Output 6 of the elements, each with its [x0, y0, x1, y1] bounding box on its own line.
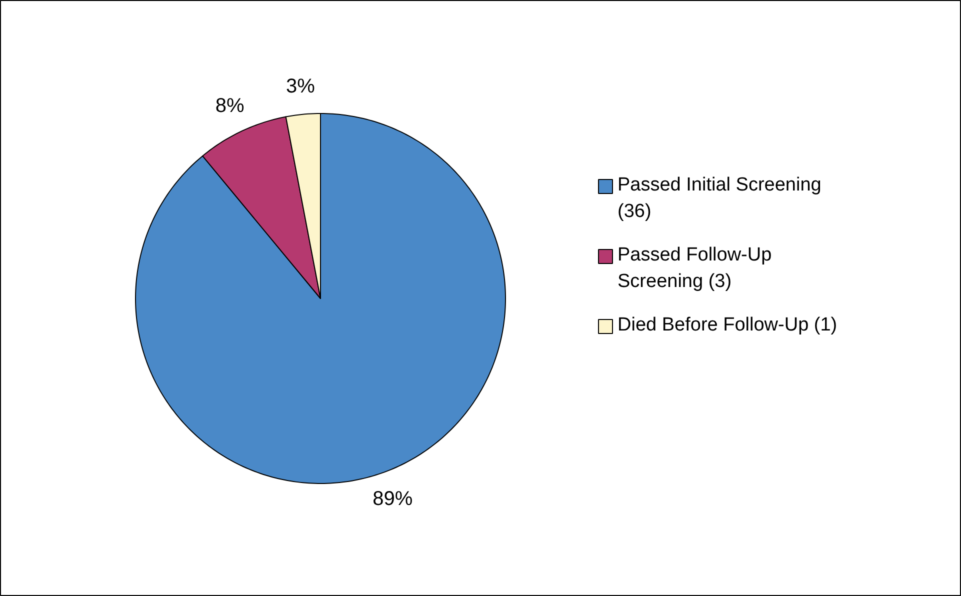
legend-label: Passed Follow-Up Screening (3) [618, 244, 772, 292]
data-label: 3% [286, 75, 316, 98]
data-label: 8% [215, 94, 244, 117]
legend-label: Died Before Follow-Up (1) [618, 314, 838, 336]
legend-label: Passed Initial Screening (36) [618, 174, 822, 222]
data-label: 89% [372, 488, 413, 510]
